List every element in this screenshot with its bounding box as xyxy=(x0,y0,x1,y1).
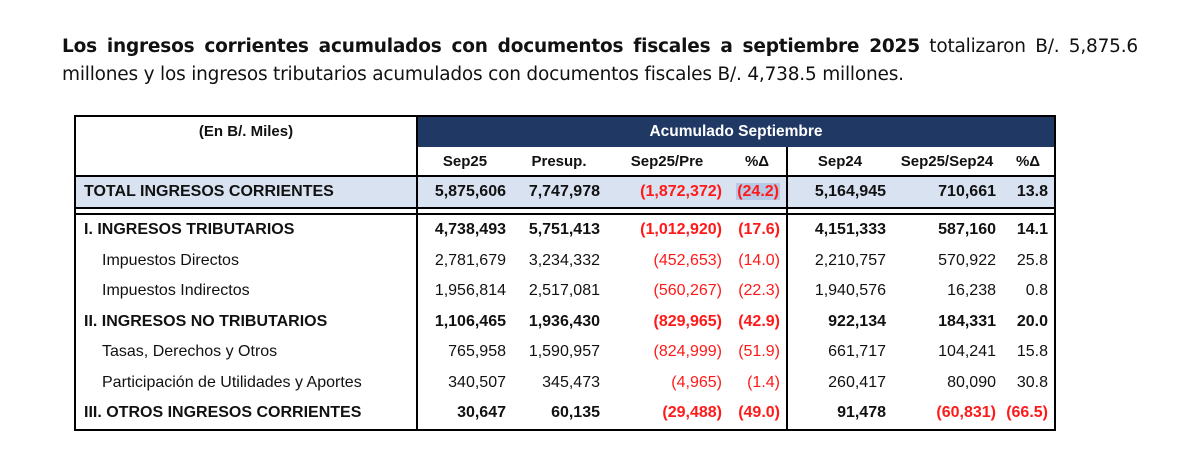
cell-sep25: 340,507 xyxy=(448,373,506,391)
col-header-sep25-pre: Sep25/Pre xyxy=(630,152,704,170)
total-row: TOTAL INGRESOS CORRIENTES 5,875,606 7,74… xyxy=(74,175,1056,209)
cell-sep24: 1,940,576 xyxy=(786,276,892,307)
col-header-sep25-sep24: Sep25/Sep24 xyxy=(900,152,994,170)
unit-label: (En B/. Miles) xyxy=(74,115,418,177)
cell-sep24: 661,717 xyxy=(786,337,892,368)
cell-presup: 3,234,332 xyxy=(528,251,600,269)
cell-presup: 1,590,957 xyxy=(528,343,600,361)
cell-sep25-sep24: 80,090 xyxy=(947,373,996,391)
table-row: I. INGRESOS TRIBUTARIOS 4,738,493 5,751,… xyxy=(74,213,1056,246)
cell-sep25-pre: (1,872,372) xyxy=(606,175,728,209)
table-row: III. OTROS INGRESOS CORRIENTES 30,647 60… xyxy=(74,398,1056,431)
revenue-table-container: (En B/. Miles) Acumulado Septiembre Sep2… xyxy=(74,115,1056,431)
cell-presup: 2,517,081 xyxy=(528,282,600,300)
cell-pct-sep24: (66.5) xyxy=(1002,398,1056,431)
cell-presup: 345,473 xyxy=(542,373,600,391)
cell-sep25-sep24: (60,831) xyxy=(892,398,1002,431)
cell-sep25-sep24: 16,238 xyxy=(947,282,996,300)
cell-sep24: 260,417 xyxy=(786,367,892,398)
table-row: Participación de Utilidades y Aportes 34… xyxy=(74,367,1056,398)
cell-sep24: 2,210,757 xyxy=(786,245,892,276)
row-label: I. INGRESOS TRIBUTARIOS xyxy=(74,213,418,246)
cell-pct-sep24: 14.1 xyxy=(1002,213,1056,246)
cell-sep25-pre: (4,965) xyxy=(671,373,722,391)
col-header-presup: Presup. xyxy=(531,152,587,170)
cell-sep25-sep24: 570,922 xyxy=(938,251,996,269)
group-header: Acumulado Septiembre xyxy=(417,115,1056,147)
row-label: Tasas, Derechos y Otros xyxy=(74,337,418,368)
cell-pct-sep24: 25.8 xyxy=(1002,245,1056,276)
cell-sep25: 5,875,606 xyxy=(417,175,512,209)
table-row: II. INGRESOS NO TRIBUTARIOS 1,106,465 1,… xyxy=(74,306,1056,337)
cell-sep25-sep24: 184,331 xyxy=(938,312,996,330)
row-label: TOTAL INGRESOS CORRIENTES xyxy=(74,175,418,209)
cell-pct-pre: (42.9) xyxy=(738,312,780,330)
row-label: Impuestos Directos xyxy=(74,245,418,276)
cell-sep25-sep24: 104,241 xyxy=(938,343,996,361)
cell-presup: 5,751,413 xyxy=(512,213,606,246)
cell-sep25-pre: (452,653) xyxy=(653,251,723,269)
cell-pct-pre: (22.3) xyxy=(738,282,780,300)
cell-sep25-pre: (824,999) xyxy=(653,343,723,361)
row-label: II. INGRESOS NO TRIBUTARIOS xyxy=(74,306,418,337)
cell-pct-sep24: 20.0 xyxy=(1002,306,1056,337)
cell-sep24: 91,478 xyxy=(786,398,892,431)
cell-sep25-pre: (29,488) xyxy=(606,398,728,431)
cell-pct-pre: (49.0) xyxy=(728,398,787,431)
cell-pct-sep24: 0.8 xyxy=(1002,276,1056,307)
cell-pct-pre: (24.2) xyxy=(728,175,787,209)
cell-pct-pre: (1.4) xyxy=(747,373,780,391)
cell-pct-pre: (17.6) xyxy=(728,213,787,246)
cell-sep25: 30,647 xyxy=(417,398,512,431)
cell-sep25: 4,738,493 xyxy=(417,213,512,246)
cell-sep25-pre: (1,012,920) xyxy=(606,213,728,246)
cell-pct-pre: (14.0) xyxy=(738,251,780,269)
cell-sep25-pre: (560,267) xyxy=(653,282,723,300)
table-row: Tasas, Derechos y Otros 765,958 1,590,95… xyxy=(74,337,1056,368)
row-label: III. OTROS INGRESOS CORRIENTES xyxy=(74,398,418,431)
cell-sep25-pre: (829,965) xyxy=(653,312,723,330)
col-header-pct-pre: %Δ xyxy=(744,152,770,170)
summary-paragraph: Los ingresos corrientes acumulados con d… xyxy=(62,33,1138,89)
cell-pct-sep24: 13.8 xyxy=(1002,175,1056,209)
cell-pct-sep24: 15.8 xyxy=(1002,337,1056,368)
cell-sep24: 5,164,945 xyxy=(786,175,892,209)
cell-sep25: 765,958 xyxy=(448,343,506,361)
cell-sep25: 1,956,814 xyxy=(434,282,506,300)
highlighted-value: (24.2) xyxy=(736,183,780,200)
cell-presup: 60,135 xyxy=(512,398,606,431)
cell-sep25-sep24: 587,160 xyxy=(892,213,1002,246)
col-header-sep25: Sep25 xyxy=(442,152,488,170)
cell-presup: 1,936,430 xyxy=(528,312,600,330)
cell-sep25: 2,781,679 xyxy=(434,251,506,269)
revenue-table: (En B/. Miles) Acumulado Septiembre Sep2… xyxy=(74,115,1056,431)
cell-sep25-sep24: 710,661 xyxy=(892,175,1002,209)
cell-pct-pre: (51.9) xyxy=(738,343,780,361)
row-label: Participación de Utilidades y Aportes xyxy=(74,367,418,398)
cell-sep24: 4,151,333 xyxy=(786,213,892,246)
cell-sep25: 1,106,465 xyxy=(434,312,506,330)
cell-pct-sep24: 30.8 xyxy=(1002,367,1056,398)
table-row: Impuestos Indirectos 1,956,814 2,517,081… xyxy=(74,276,1056,307)
summary-rest-text: totalizaron B/. 5,875.6 millones y los i… xyxy=(62,35,1138,85)
col-header-sep24: Sep24 xyxy=(786,147,892,176)
row-label: Impuestos Indirectos xyxy=(74,276,418,307)
cell-presup: 7,747,978 xyxy=(512,175,606,209)
cell-sep24: 922,134 xyxy=(786,306,892,337)
summary-bold-text: Los ingresos corrientes acumulados con d… xyxy=(62,35,920,57)
col-header-pct-sep24: %Δ xyxy=(1002,147,1056,176)
table-row: Impuestos Directos 2,781,679 3,234,332 (… xyxy=(74,245,1056,276)
